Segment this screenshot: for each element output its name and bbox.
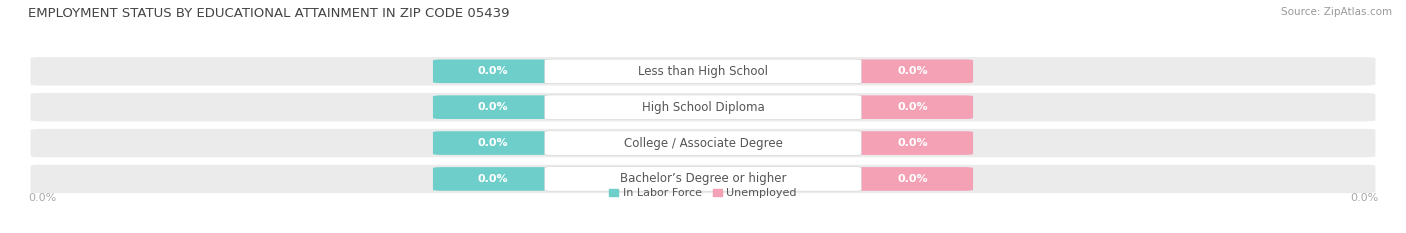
FancyBboxPatch shape: [853, 167, 973, 191]
Text: Less than High School: Less than High School: [638, 65, 768, 78]
Legend: In Labor Force, Unemployed: In Labor Force, Unemployed: [605, 184, 801, 203]
Text: 0.0%: 0.0%: [898, 102, 928, 112]
FancyBboxPatch shape: [544, 167, 862, 191]
FancyBboxPatch shape: [853, 95, 973, 119]
Text: 0.0%: 0.0%: [898, 138, 928, 148]
FancyBboxPatch shape: [433, 167, 553, 191]
Text: 0.0%: 0.0%: [478, 102, 508, 112]
FancyBboxPatch shape: [544, 131, 862, 155]
FancyBboxPatch shape: [853, 59, 973, 83]
Text: High School Diploma: High School Diploma: [641, 101, 765, 114]
FancyBboxPatch shape: [31, 57, 1375, 86]
Text: EMPLOYMENT STATUS BY EDUCATIONAL ATTAINMENT IN ZIP CODE 05439: EMPLOYMENT STATUS BY EDUCATIONAL ATTAINM…: [28, 7, 509, 20]
FancyBboxPatch shape: [31, 129, 1375, 157]
FancyBboxPatch shape: [544, 95, 862, 119]
Text: 0.0%: 0.0%: [478, 66, 508, 76]
Text: College / Associate Degree: College / Associate Degree: [624, 137, 782, 150]
FancyBboxPatch shape: [433, 95, 553, 119]
Text: 0.0%: 0.0%: [1350, 193, 1378, 203]
FancyBboxPatch shape: [433, 131, 553, 155]
Text: Bachelor’s Degree or higher: Bachelor’s Degree or higher: [620, 172, 786, 185]
Text: Source: ZipAtlas.com: Source: ZipAtlas.com: [1281, 7, 1392, 17]
FancyBboxPatch shape: [31, 165, 1375, 193]
Text: 0.0%: 0.0%: [898, 174, 928, 184]
Text: 0.0%: 0.0%: [28, 193, 56, 203]
FancyBboxPatch shape: [853, 131, 973, 155]
Text: 0.0%: 0.0%: [478, 138, 508, 148]
FancyBboxPatch shape: [544, 59, 862, 83]
Text: 0.0%: 0.0%: [478, 174, 508, 184]
FancyBboxPatch shape: [31, 93, 1375, 121]
FancyBboxPatch shape: [433, 59, 553, 83]
Text: 0.0%: 0.0%: [898, 66, 928, 76]
